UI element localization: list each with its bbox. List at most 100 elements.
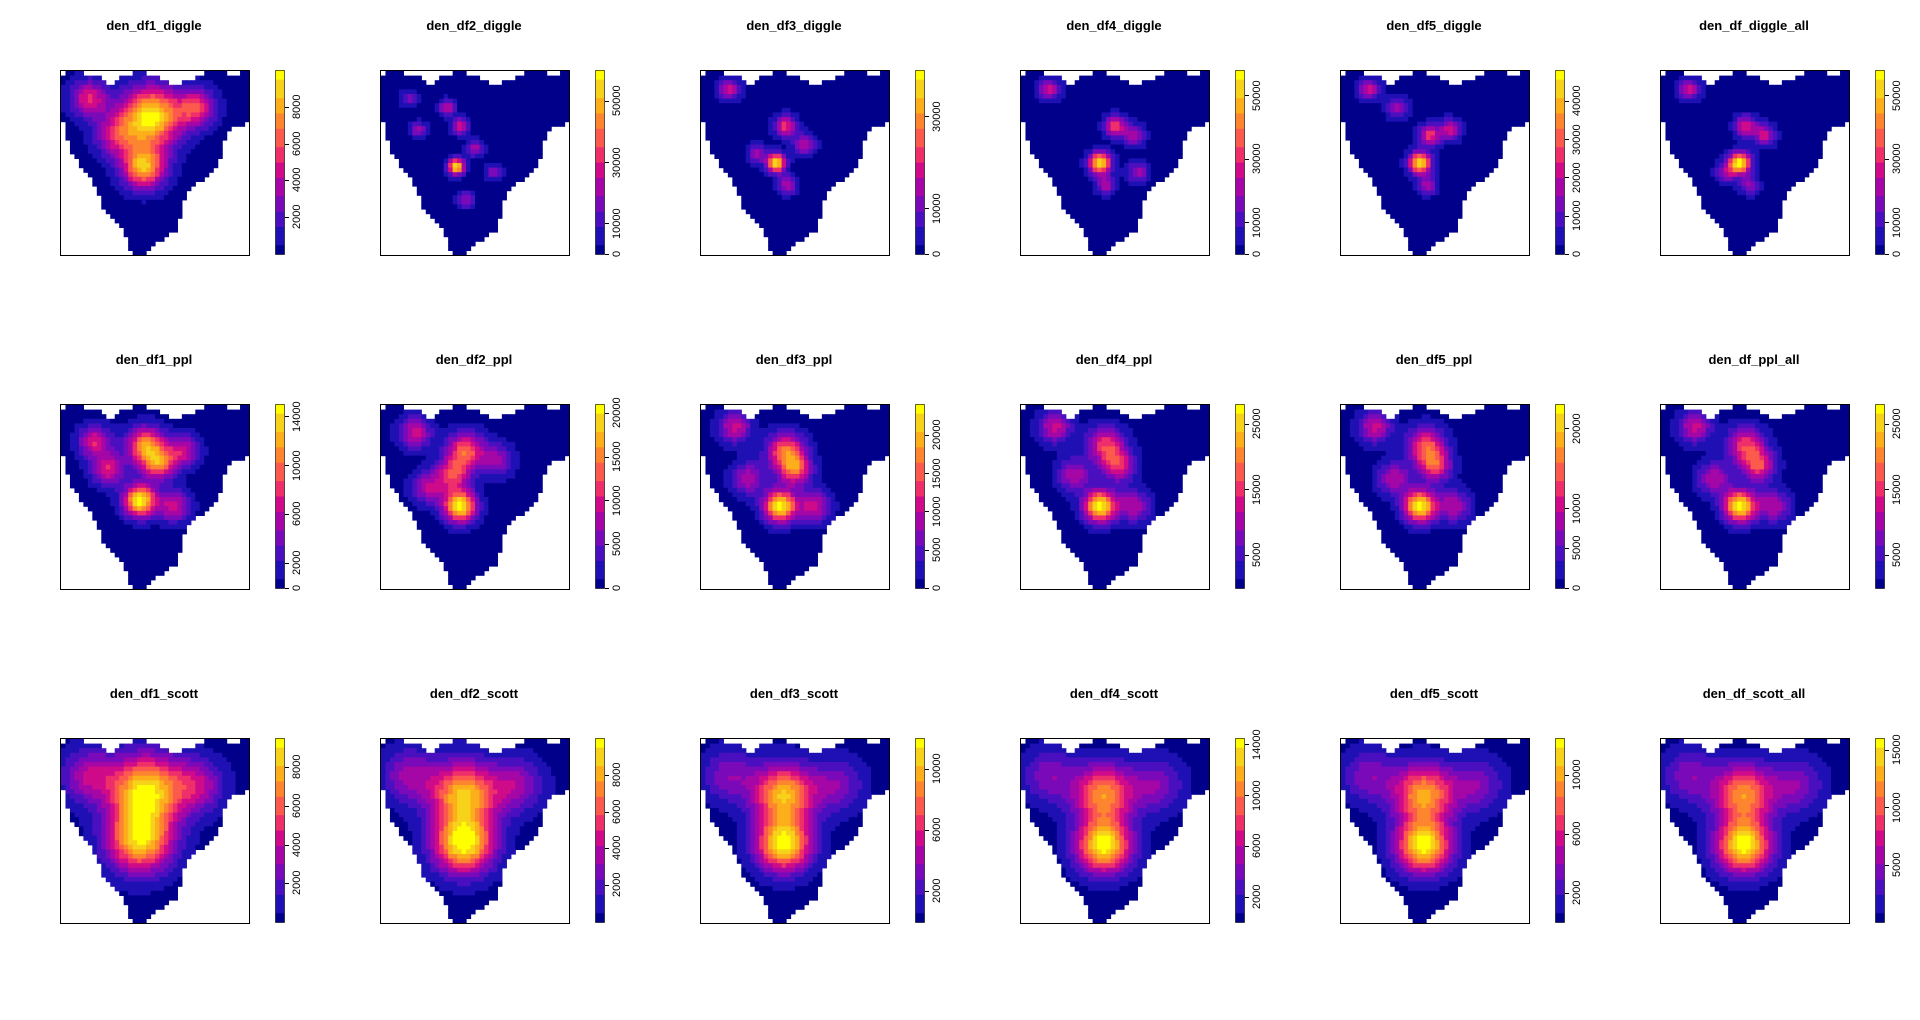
heatmap-cell [808,94,814,100]
heatmap-cell [475,218,481,224]
heatmap-cell [1497,98,1503,104]
heatmap-cell [1363,89,1369,95]
heatmap-cell [768,130,774,136]
heatmap-cell [479,199,485,205]
heatmap-cell [123,190,129,196]
heatmap-cell [1083,98,1089,104]
heatmap-cell [416,167,422,173]
heatmap-cell [1403,80,1409,86]
heatmap-cell [1052,117,1058,123]
heatmap-cell [479,190,485,196]
heatmap-cell [551,75,557,81]
heatmap-cell [172,199,178,205]
heatmap-cell [1461,89,1467,95]
heatmap-cell [1150,117,1156,123]
heatmap-cell [141,130,147,136]
heatmap-cell [848,84,854,90]
heatmap-cell [483,232,490,238]
heatmap-cell [1159,149,1165,155]
heatmap-cell [1439,80,1445,86]
heatmap-cell [1488,117,1494,123]
heatmap-cell [1128,167,1134,173]
heatmap-cell [560,84,566,90]
heatmap-cell [745,176,751,182]
heatmap-cell [1061,98,1067,104]
heatmap-cell [434,195,440,201]
heatmap-cell [92,144,98,150]
heatmap-cell [1128,163,1134,169]
heatmap-cell [1074,140,1080,146]
heatmap-cell [186,130,192,136]
heatmap-cell [1493,98,1499,104]
heatmap-cell [1110,199,1116,205]
heatmap-cell [159,213,165,219]
legend-swatch [595,226,605,230]
legend-swatch [275,146,285,151]
heatmap-cell [159,117,165,123]
heatmap-cell [137,167,143,173]
heatmap-cell [1155,121,1161,127]
heatmap-cell [407,149,413,155]
heatmap-cell [839,130,845,136]
heatmap-cell [146,98,152,104]
heatmap-cell [1345,89,1351,95]
heatmap-cell [150,227,156,233]
heatmap-cell [78,94,84,100]
heatmap-cell [92,149,98,155]
heatmap-cell [1101,163,1107,169]
heatmap-cell [777,241,783,247]
heatmap-cell [466,232,472,238]
heatmap-cell [1399,75,1405,81]
heatmap-cell [1097,181,1103,187]
legend-swatch [1235,131,1245,135]
heatmap-cell [398,126,404,132]
heatmap-cell [1123,140,1130,146]
heatmap-cell [736,130,742,136]
heatmap-cell [1385,103,1391,109]
heatmap-cell [1097,222,1103,228]
heatmap-cell [123,94,129,100]
heatmap-cell [763,190,769,196]
heatmap-cell [741,186,747,192]
heatmap-cell [1186,121,1192,127]
heatmap-cell [524,163,530,169]
heatmap-cell [1515,80,1521,86]
legend-swatch [1235,128,1245,132]
heatmap-cell [709,80,716,86]
heatmap-cell [470,232,476,238]
heatmap-cell [461,209,467,215]
heatmap-cell [163,232,170,238]
heatmap-cell [1119,222,1125,228]
heatmap-cell [1106,84,1112,90]
heatmap-cell [470,236,476,242]
heatmap-cell [155,144,161,150]
heatmap-cell [799,167,805,173]
heatmap-cell [403,163,409,169]
heatmap-cell [750,107,756,113]
heatmap-cell [421,204,427,210]
heatmap-cell [808,204,814,210]
heatmap-cell [817,181,823,187]
heatmap-cell [443,204,449,210]
heatmap-cell [1354,71,1360,77]
heatmap-cell [777,144,783,150]
heatmap-cell [412,130,418,136]
heatmap-cell [812,227,818,233]
heatmap-cell [83,167,89,173]
heatmap-cell [880,103,886,109]
heatmap-cell [781,149,787,155]
heatmap-cell [1119,181,1125,187]
heatmap-cell [235,117,241,123]
heatmap-cell [772,176,778,182]
heatmap-cell [1079,167,1085,173]
heatmap-cell [1123,195,1130,201]
heatmap-cell [172,126,178,132]
heatmap-cell [1443,94,1450,100]
heatmap-cell [141,153,147,159]
heatmap-cell [159,94,165,100]
heatmap-cell [1515,84,1521,90]
heatmap-cell [475,103,481,109]
heatmap-cell [159,181,165,187]
heatmap-cell [497,176,503,182]
heatmap-cell [1088,84,1094,90]
